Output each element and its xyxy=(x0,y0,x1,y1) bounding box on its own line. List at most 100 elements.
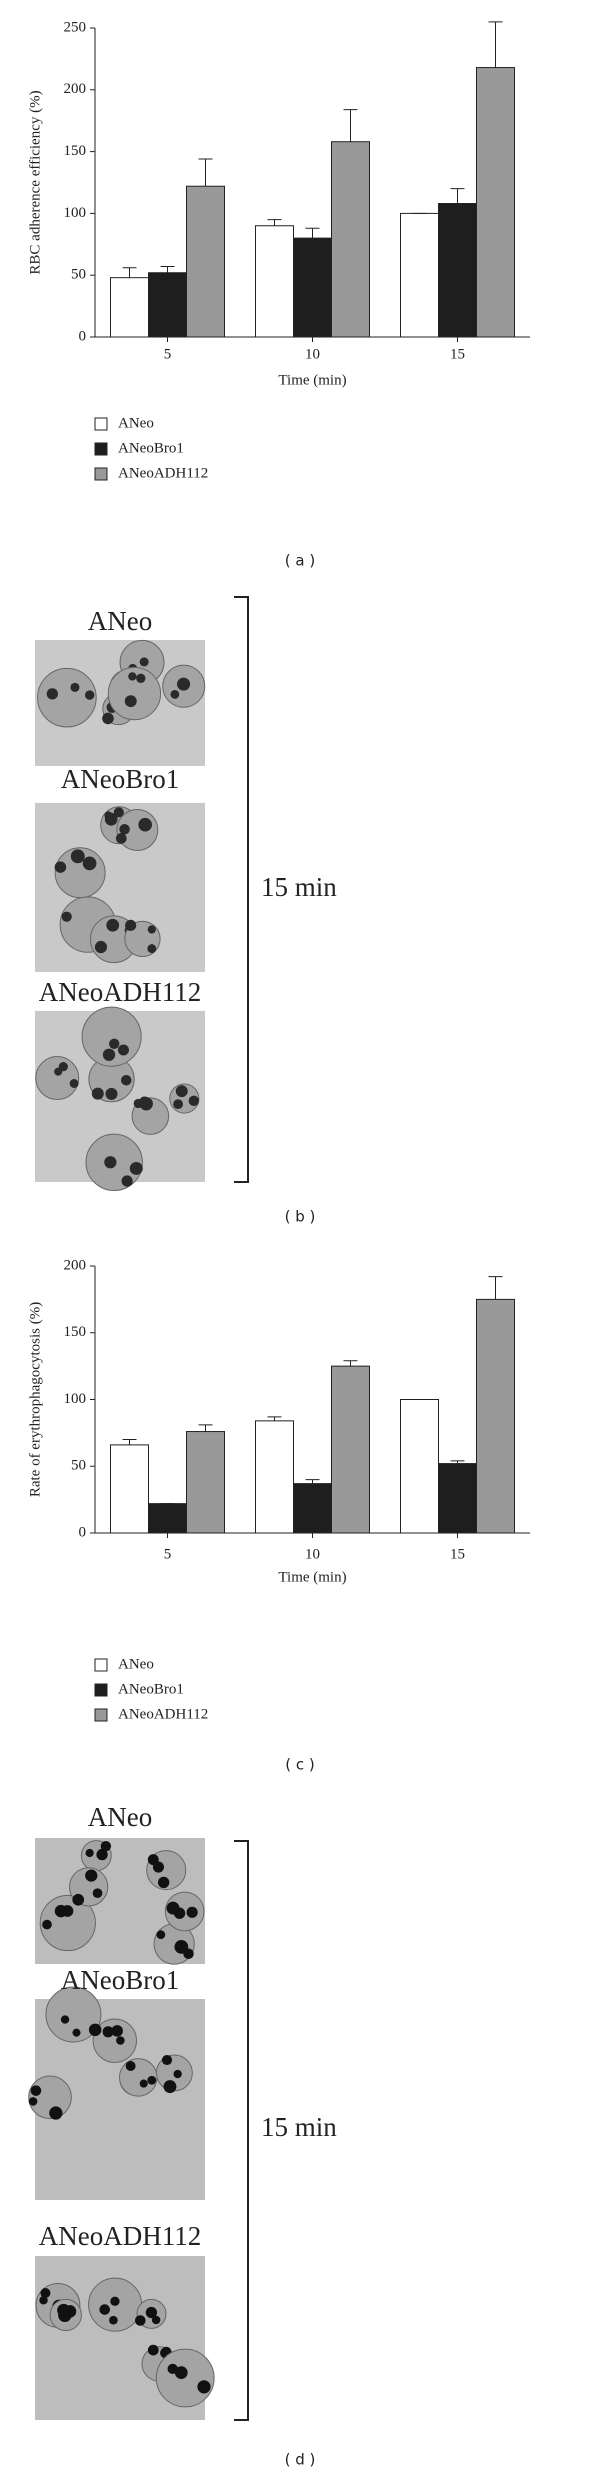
particle xyxy=(92,1888,103,1899)
bar xyxy=(476,67,515,338)
error-bar xyxy=(450,188,465,204)
particle xyxy=(106,918,120,932)
particle xyxy=(173,1099,184,1110)
y-tick-label: 200 xyxy=(64,1257,87,1273)
panel-label: ANeoBro1 xyxy=(61,1965,179,1995)
particle xyxy=(138,1096,151,1109)
particle xyxy=(61,1905,74,1917)
particle xyxy=(69,1079,79,1088)
y-axis-label: Rate of erythrophagocytosis (%) xyxy=(27,1302,43,1497)
particle xyxy=(119,824,130,835)
bar xyxy=(400,212,439,338)
bar xyxy=(186,1431,225,1534)
particle xyxy=(39,2295,48,2305)
particle xyxy=(120,1074,132,1086)
panel-label: ANeoBro1 xyxy=(61,764,179,794)
particle xyxy=(166,1901,180,1915)
particle xyxy=(156,1930,166,1940)
bar xyxy=(438,203,477,338)
legend-label: ANeoADH112 xyxy=(118,465,208,481)
caption: ( d ) xyxy=(285,2451,316,2469)
error-bar xyxy=(198,1424,213,1432)
particle xyxy=(139,657,149,667)
caption: ( b ) xyxy=(285,1208,316,1226)
particle xyxy=(163,2080,177,2094)
particle xyxy=(188,1095,200,1107)
particle xyxy=(96,1848,108,1861)
bar xyxy=(293,1483,332,1534)
particle xyxy=(104,1156,117,1169)
cell xyxy=(37,667,97,728)
particle xyxy=(135,2315,146,2326)
y-tick-label: 0 xyxy=(79,328,87,344)
y-tick-label: 0 xyxy=(79,1524,87,1540)
cell xyxy=(155,2348,215,2408)
particle xyxy=(117,1044,129,1056)
particle xyxy=(109,2315,118,2325)
y-tick-label: 150 xyxy=(64,143,87,159)
particle xyxy=(174,2366,188,2380)
error-bar xyxy=(343,109,358,142)
y-tick-label: 100 xyxy=(64,205,87,221)
particle xyxy=(174,1939,189,1954)
particle xyxy=(72,2028,81,2037)
bar xyxy=(186,185,225,338)
y-tick-label: 200 xyxy=(64,81,87,97)
particle xyxy=(115,833,127,844)
x-tick-label: 15 xyxy=(450,346,465,362)
particle xyxy=(116,2036,125,2045)
bar xyxy=(331,141,370,338)
particle xyxy=(49,2106,63,2120)
x-tick-label: 15 xyxy=(450,1546,465,1562)
cell xyxy=(35,1056,80,1101)
particle xyxy=(42,1919,52,1930)
particle xyxy=(102,2026,114,2038)
particle xyxy=(72,1893,85,1906)
particle xyxy=(152,1861,164,1873)
particle xyxy=(46,688,58,700)
particle xyxy=(82,856,97,871)
particle xyxy=(85,1848,94,1858)
x-axis-label: Time (min) xyxy=(278,1569,346,1585)
panel-label: ANeoADH112 xyxy=(39,2221,201,2251)
particle xyxy=(125,2061,136,2071)
particle xyxy=(84,690,95,700)
legend-swatch xyxy=(94,442,108,456)
particle xyxy=(111,2025,123,2037)
error-bar xyxy=(343,1360,358,1367)
particle xyxy=(129,1161,143,1175)
particle xyxy=(161,2054,173,2066)
bar xyxy=(148,272,187,338)
y-tick-label: 50 xyxy=(71,1458,86,1474)
error-bar xyxy=(488,21,503,68)
error-bar xyxy=(488,1276,503,1300)
particle xyxy=(40,2288,51,2299)
panel-label: ANeo xyxy=(88,606,152,636)
particle xyxy=(113,807,124,818)
particle xyxy=(124,695,137,708)
caption: ( a ) xyxy=(285,552,315,570)
legend-label: ANeo xyxy=(118,415,154,431)
error-bar xyxy=(305,227,320,239)
particle xyxy=(136,673,146,684)
particle xyxy=(128,672,137,681)
particle xyxy=(102,712,114,725)
particle xyxy=(70,849,85,864)
particle xyxy=(109,1038,120,1050)
particle xyxy=(186,1906,198,1918)
particle xyxy=(100,1840,112,1852)
particle xyxy=(145,2306,158,2319)
error-bar xyxy=(267,1416,282,1421)
legend-label: ANeo xyxy=(118,1656,154,1672)
particle xyxy=(177,679,187,689)
particle xyxy=(121,1175,133,1187)
bar xyxy=(476,1298,515,1534)
particle xyxy=(151,2315,161,2325)
particle xyxy=(54,861,67,873)
bar xyxy=(400,1399,439,1534)
particle xyxy=(60,2015,70,2024)
particle xyxy=(110,2296,120,2306)
particle xyxy=(138,817,152,832)
particle xyxy=(30,2085,42,2096)
particle xyxy=(54,1067,63,1076)
